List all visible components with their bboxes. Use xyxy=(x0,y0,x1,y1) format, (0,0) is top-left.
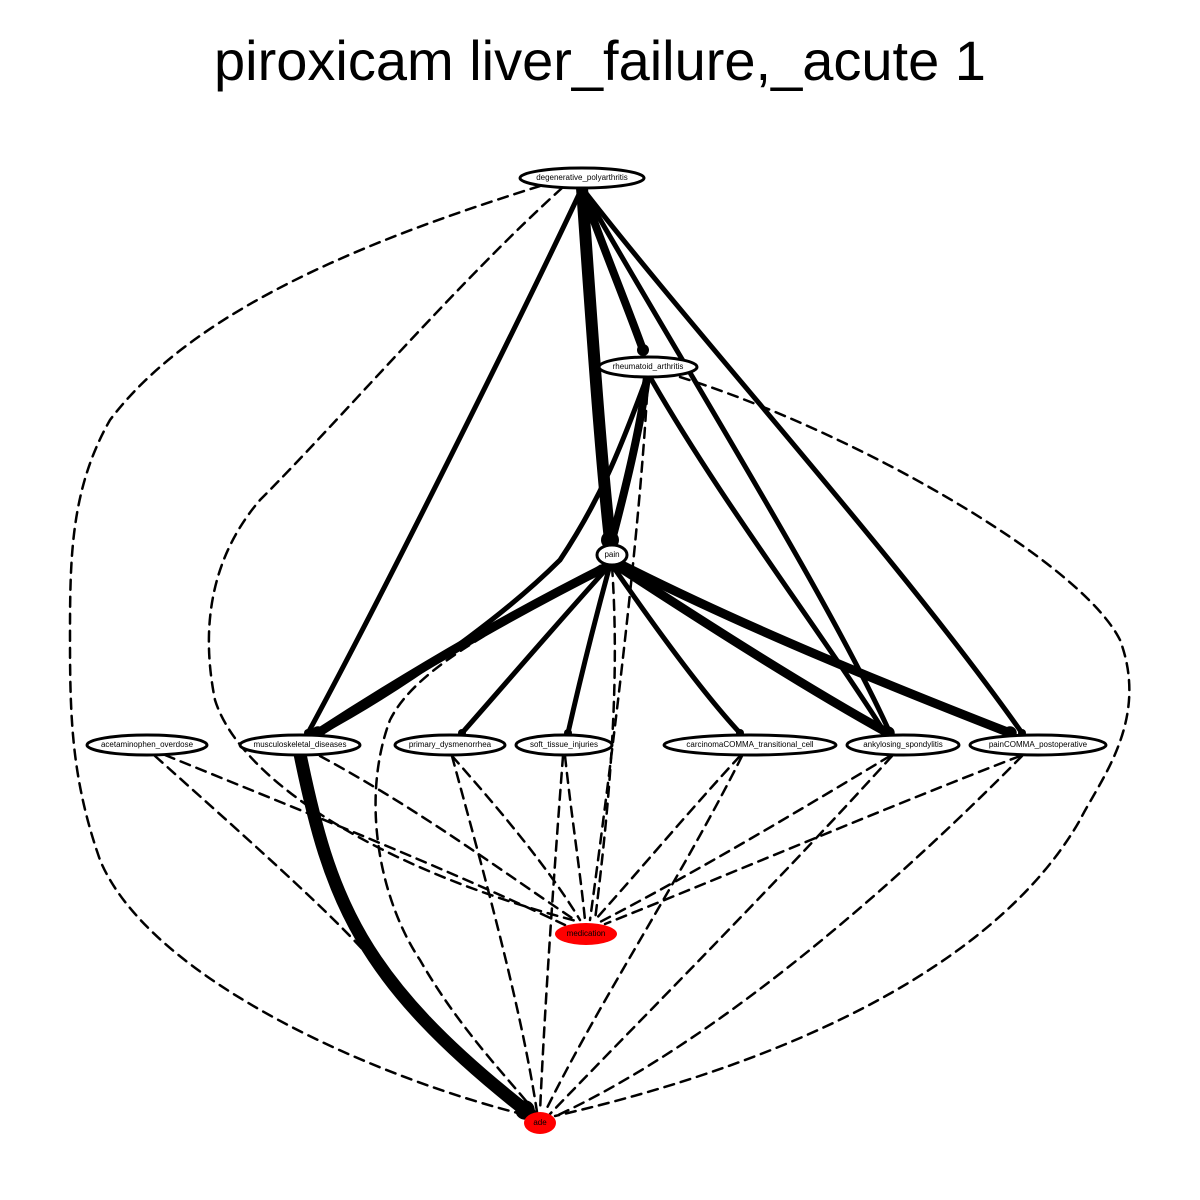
node-label: ade xyxy=(533,1118,547,1127)
node-pain_postoperative: painCOMMA_postoperative xyxy=(968,733,1108,757)
edge-pain-carcinoma_transitional_cell xyxy=(609,562,743,736)
node-label: medication xyxy=(567,929,606,938)
edge-primary_dysmenorrhea-ade xyxy=(450,754,539,1114)
edge-pain-primary_dysmenorrhea xyxy=(459,562,613,736)
node-carcinoma_transitional_cell: carcinomaCOMMA_transitional_cell xyxy=(662,733,838,757)
edge-musculoskeletal_diseases-medication xyxy=(318,754,577,922)
node-shape xyxy=(597,355,699,379)
node-shape xyxy=(393,733,507,757)
node-shape xyxy=(595,543,629,567)
edge-degenerative_polyarthritis-pain xyxy=(576,182,616,546)
graph-title: piroxicam liver_failure,_acute 1 xyxy=(214,29,986,92)
edge-pain_postoperative-ade xyxy=(554,754,1024,1118)
node-label: rheumatoid_arthritis xyxy=(613,362,684,371)
edge-degenerative_polyarthritis-rheumatoid_arthritis xyxy=(578,184,647,354)
node-ade: ade xyxy=(524,1112,556,1134)
node-label: carcinomaCOMMA_transitional_cell xyxy=(686,740,813,749)
node-shape xyxy=(524,1112,556,1134)
node-shape xyxy=(85,733,209,757)
edge-degenerative_polyarthritis-ade xyxy=(68,184,542,1118)
node-primary_dysmenorrhea: primary_dysmenorrhea xyxy=(393,733,507,757)
node-shape xyxy=(518,166,646,190)
edge-carcinoma_transitional_cell-ade xyxy=(543,754,744,1114)
node-medication: medication xyxy=(555,923,617,945)
node-shape xyxy=(238,733,362,757)
node-label: ankylosing_spondylitis xyxy=(863,740,943,749)
edge-ankylosing_spondylitis-medication xyxy=(598,754,892,924)
edge-pain-ade xyxy=(374,564,602,1114)
edge-musculoskeletal_diseases-ade xyxy=(293,747,532,1117)
edge-acetaminophen_overdose-medication xyxy=(163,753,567,927)
node-label: acetaminophen_overdose xyxy=(101,740,194,749)
edge-rheumatoid_arthritis-ade xyxy=(553,375,1131,1118)
edge-degenerative_polyarthritis-musculoskeletal_diseases xyxy=(305,185,585,736)
node-rheumatoid_arthritis: rheumatoid_arthritis xyxy=(597,355,699,379)
node-shape xyxy=(968,733,1108,757)
edge-acetaminophen_overdose-ade xyxy=(153,754,382,972)
edge-pain-soft_tissue_injuries xyxy=(565,562,613,736)
edge-pain_postoperative-medication xyxy=(603,754,1022,926)
edge-pain-ankylosing_spondylitis xyxy=(611,560,893,738)
edge-soft_tissue_injuries-ade xyxy=(538,754,565,1114)
edge-arrowhead xyxy=(606,534,618,546)
edge-soft_tissue_injuries-medication xyxy=(563,754,587,922)
node-label: pain xyxy=(604,550,619,559)
node-label: soft_tissue_injuries xyxy=(530,740,598,749)
node-soft_tissue_injuries: soft_tissue_injuries xyxy=(514,733,614,757)
node-label: primary_dysmenorrhea xyxy=(409,740,492,749)
node-pain: pain xyxy=(595,543,629,567)
edge-pain-medication xyxy=(593,564,617,922)
edge-pain-pain_postoperative xyxy=(613,558,1015,738)
edge-rheumatoid_arthritis-pain xyxy=(608,373,651,544)
edge-ankylosing_spondylitis-ade xyxy=(548,754,894,1116)
node-label: musculoskeletal_diseases xyxy=(254,740,347,749)
edge-degenerative_polyarthritis-pain_postoperative xyxy=(579,185,1025,736)
node-label: painCOMMA_postoperative xyxy=(989,740,1088,749)
node-label: degenerative_polyarthritis xyxy=(536,173,628,182)
node-shape xyxy=(662,733,838,757)
edge-rheumatoid_arthritis-ankylosing_spondylitis xyxy=(647,374,888,736)
edge-primary_dysmenorrhea-medication xyxy=(450,754,582,922)
node-musculoskeletal_diseases: musculoskeletal_diseases xyxy=(238,733,362,757)
edge-rheumatoid_arthritis-medication xyxy=(588,375,650,922)
edge-arrowhead xyxy=(637,344,649,356)
nodes-layer: degenerative_polyarthritis rheumatoid_ar… xyxy=(85,166,1108,1134)
node-shape xyxy=(555,923,617,945)
node-shape xyxy=(514,733,614,757)
node-ankylosing_spondylitis: ankylosing_spondylitis xyxy=(845,733,961,757)
node-degenerative_polyarthritis: degenerative_polyarthritis xyxy=(518,166,646,190)
node-acetaminophen_overdose: acetaminophen_overdose xyxy=(85,733,209,757)
edge-carcinoma_transitional_cell-medication xyxy=(593,754,742,922)
node-shape xyxy=(845,733,961,757)
edges-layer xyxy=(68,182,1131,1120)
edge-degenerative_polyarthritis-medication xyxy=(207,186,582,924)
